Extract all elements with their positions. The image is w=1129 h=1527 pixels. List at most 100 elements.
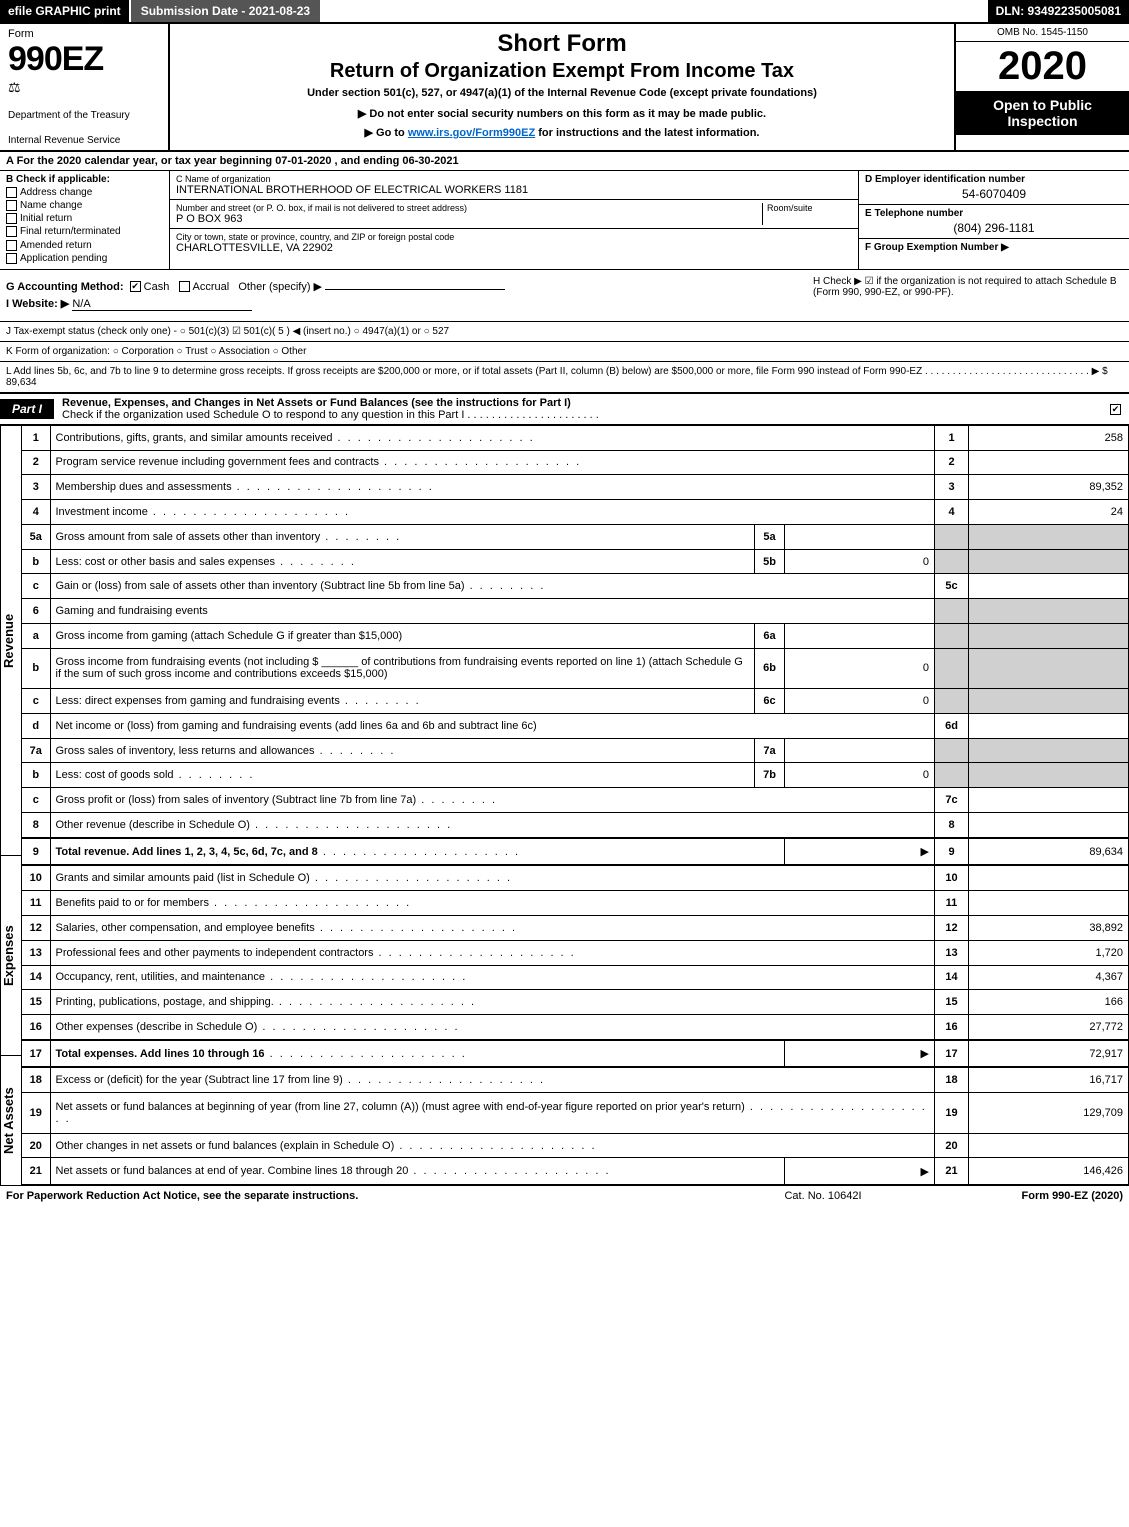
form-number-box: Form 990EZ ⚖ Department of the Treasury …	[0, 24, 170, 150]
col-b-header: B Check if applicable:	[6, 174, 163, 185]
group-exempt-cell: F Group Exemption Number ▶	[859, 239, 1129, 256]
chk-initial-return[interactable]: Initial return	[6, 213, 163, 224]
line-4: 4Investment income424	[22, 500, 1129, 525]
line-6a: aGross income from gaming (attach Schedu…	[22, 623, 1129, 648]
street-label: Number and street (or P. O. box, if mail…	[176, 203, 762, 213]
page-footer: For Paperwork Reduction Act Notice, see …	[0, 1185, 1129, 1206]
tax-year: 2020	[956, 42, 1129, 91]
line-5c: cGain or (loss) from sale of assets othe…	[22, 574, 1129, 599]
chk-accrual[interactable]	[179, 281, 190, 292]
part1-header: Part I Revenue, Expenses, and Changes in…	[0, 394, 1129, 425]
catalog-number: Cat. No. 10642I	[723, 1190, 923, 1202]
street-cell: Number and street (or P. O. box, if mail…	[170, 200, 858, 229]
phone-label: E Telephone number	[865, 208, 963, 219]
line-1: 1Contributions, gifts, grants, and simil…	[22, 425, 1129, 450]
line-13: 13Professional fees and other payments t…	[22, 940, 1129, 965]
phone-cell: E Telephone number (804) 296-1181	[859, 205, 1129, 239]
part1-title: Revenue, Expenses, and Changes in Net As…	[54, 394, 1105, 424]
ssn-warning: ▶ Do not enter social security numbers o…	[180, 107, 944, 120]
efile-print-link[interactable]: efile GRAPHIC print	[0, 0, 129, 22]
line-8: 8Other revenue (describe in Schedule O)8	[22, 812, 1129, 837]
line-19: 19Net assets or fund balances at beginni…	[22, 1093, 1129, 1133]
line-11: 11Benefits paid to or for members11	[22, 891, 1129, 916]
part1-check-line: Check if the organization used Schedule …	[62, 409, 599, 421]
line-6c: cLess: direct expenses from gaming and f…	[22, 689, 1129, 714]
sidelabel-netassets: Net Assets	[0, 1055, 22, 1185]
block-ghi: H Check ▶ ☑ if the organization is not r…	[0, 270, 1129, 322]
title-short-form: Short Form	[180, 30, 944, 58]
subtitle: Under section 501(c), 527, or 4947(a)(1)…	[180, 87, 944, 99]
form-number: 990EZ	[8, 40, 160, 79]
room-label: Room/suite	[767, 203, 852, 213]
line-10: 10Grants and similar amounts paid (list …	[22, 865, 1129, 890]
part1-tag: Part I	[0, 399, 54, 419]
line-7c: cGross profit or (loss) from sales of in…	[22, 788, 1129, 813]
irs-link[interactable]: www.irs.gov/Form990EZ	[408, 127, 535, 139]
city-cell: City or town, state or province, country…	[170, 229, 858, 257]
paperwork-notice: For Paperwork Reduction Act Notice, see …	[6, 1190, 723, 1202]
line-16: 16Other expenses (describe in Schedule O…	[22, 1015, 1129, 1040]
chk-name-change[interactable]: Name change	[6, 200, 163, 211]
line-20: 20Other changes in net assets or fund ba…	[22, 1133, 1129, 1158]
phone-value: (804) 296-1181	[865, 221, 1123, 235]
org-name-cell: C Name of organization INTERNATIONAL BRO…	[170, 171, 858, 200]
treasury-seal-icon: ⚖	[8, 79, 160, 96]
form-header: Form 990EZ ⚖ Department of the Treasury …	[0, 24, 1129, 152]
omb-number: OMB No. 1545-1150	[956, 24, 1129, 42]
line-2: 2Program service revenue including gover…	[22, 450, 1129, 475]
line-7a: 7aGross sales of inventory, less returns…	[22, 738, 1129, 763]
chk-cash[interactable]	[130, 281, 141, 292]
line-15: 15Printing, publications, postage, and s…	[22, 990, 1129, 1015]
ein-label: D Employer identification number	[865, 174, 1025, 185]
org-name: INTERNATIONAL BROTHERHOOD OF ELECTRICAL …	[176, 184, 852, 196]
open-to-public: Open to Public Inspection	[956, 91, 1129, 135]
row-j: J Tax-exempt status (check only one) - ○…	[0, 322, 1129, 342]
other-method-input[interactable]	[325, 289, 505, 290]
header-right: OMB No. 1545-1150 2020 Open to Public In…	[954, 24, 1129, 150]
ein-cell: D Employer identification number 54-6070…	[859, 171, 1129, 205]
row-i: I Website: ▶ N/A	[6, 297, 1123, 311]
ein-value: 54-6070409	[865, 187, 1123, 201]
org-name-label: C Name of organization	[176, 174, 852, 184]
form-footer-ref: Form 990-EZ (2020)	[923, 1190, 1123, 1202]
line-14: 14Occupancy, rent, utilities, and mainte…	[22, 965, 1129, 990]
line-5b: bLess: cost or other basis and sales exp…	[22, 549, 1129, 574]
h-schedule-b: H Check ▶ ☑ if the organization is not r…	[813, 276, 1123, 298]
group-exempt-label: F Group Exemption Number ▶	[865, 242, 1009, 253]
col-c-org-info: C Name of organization INTERNATIONAL BRO…	[170, 171, 859, 269]
row-k: K Form of organization: ○ Corporation ○ …	[0, 342, 1129, 362]
line-5a: 5aGross amount from sale of assets other…	[22, 524, 1129, 549]
form-title-box: Short Form Return of Organization Exempt…	[170, 24, 954, 150]
city-label: City or town, state or province, country…	[176, 232, 852, 242]
line-6: 6Gaming and fundraising events	[22, 599, 1129, 624]
submission-date: Submission Date - 2021-08-23	[129, 0, 320, 22]
title-return-exempt: Return of Organization Exempt From Incom…	[180, 60, 944, 83]
sidelabel-expenses: Expenses	[0, 855, 22, 1055]
dept-treasury: Department of the Treasury	[8, 110, 160, 121]
street: P O BOX 963	[176, 213, 762, 225]
part1-checkbox[interactable]	[1105, 402, 1129, 416]
spacer	[320, 0, 987, 22]
line-9: 9Total revenue. Add lines 1, 2, 3, 4, 5c…	[22, 838, 1129, 865]
line-18: 18Excess or (deficit) for the year (Subt…	[22, 1067, 1129, 1092]
chk-application-pending[interactable]: Application pending	[6, 253, 163, 264]
line-17: 17Total expenses. Add lines 10 through 1…	[22, 1040, 1129, 1067]
irs-label: Internal Revenue Service	[8, 135, 160, 146]
row-l: L Add lines 5b, 6c, and 7b to line 9 to …	[0, 362, 1129, 394]
line-6d: dNet income or (loss) from gaming and fu…	[22, 713, 1129, 738]
part1-table: 1Contributions, gifts, grants, and simil…	[22, 425, 1129, 1185]
row-a-tax-year: A For the 2020 calendar year, or tax yea…	[0, 152, 1129, 171]
col-def: D Employer identification number 54-6070…	[859, 171, 1129, 269]
line-3: 3Membership dues and assessments389,352	[22, 475, 1129, 500]
col-b-checkboxes: B Check if applicable: Address change Na…	[0, 171, 170, 269]
line-21: 21Net assets or fund balances at end of …	[22, 1158, 1129, 1184]
line-7b: bLess: cost of goods sold7b0	[22, 763, 1129, 788]
chk-address-change[interactable]: Address change	[6, 187, 163, 198]
line-12: 12Salaries, other compensation, and empl…	[22, 915, 1129, 940]
chk-amended-return[interactable]: Amended return	[6, 240, 163, 251]
form-word: Form	[8, 28, 160, 40]
website-value: N/A	[72, 298, 252, 311]
goto-link[interactable]: ▶ Go to www.irs.gov/Form990EZ for instru…	[180, 126, 944, 139]
chk-final-return[interactable]: Final return/terminated	[6, 226, 163, 237]
city: CHARLOTTESVILLE, VA 22902	[176, 242, 852, 254]
